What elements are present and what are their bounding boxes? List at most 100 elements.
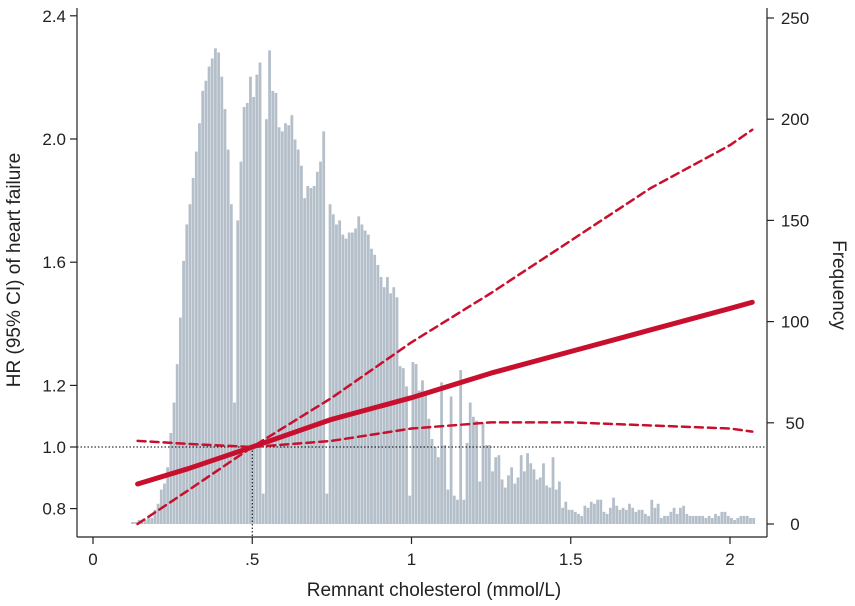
histogram-bar [300, 165, 303, 524]
histogram-bar [663, 515, 666, 524]
histogram-bar [140, 521, 144, 524]
histogram-bar [217, 52, 221, 524]
histogram-bar [293, 139, 297, 524]
histogram-bar [532, 469, 536, 524]
histogram-bar [341, 234, 345, 524]
histogram-bar [386, 277, 389, 524]
histogram-bar [350, 232, 354, 525]
histogram-bar [290, 115, 294, 525]
x-tick-label: 1 [407, 550, 416, 569]
histogram-bar [261, 493, 265, 524]
histogram-bar [198, 123, 201, 524]
histogram-bar [608, 507, 612, 524]
histogram-bar [698, 515, 701, 524]
histogram-bar [739, 515, 743, 524]
histogram-bar [401, 368, 405, 524]
histogram-bar [726, 515, 730, 524]
histogram-bar [163, 483, 166, 524]
histogram-bar [561, 507, 564, 524]
histogram-bar [239, 161, 243, 524]
histogram-bar [599, 499, 603, 524]
histogram-bar [707, 515, 711, 524]
histogram-bar [497, 455, 501, 524]
y-left-tick-label: 1.6 [42, 253, 66, 272]
histogram-bar [284, 123, 287, 524]
histogram-bar [682, 505, 686, 524]
histogram-bar [344, 238, 348, 524]
histogram-bar [229, 204, 233, 524]
histogram-bar [207, 66, 211, 524]
histogram-bar [675, 513, 679, 524]
histogram-bar [319, 161, 322, 524]
histogram-bar [672, 507, 676, 524]
histogram-bar [449, 396, 453, 524]
histogram-bar [745, 515, 749, 524]
x-tick-label: .5 [245, 550, 259, 569]
histogram-bar [570, 509, 574, 524]
histogram-bar [322, 131, 326, 524]
histogram-bar [210, 58, 214, 524]
histogram-bar [637, 509, 641, 524]
histogram-bar [717, 515, 721, 524]
histogram-bar [522, 471, 526, 524]
histogram-bar [647, 515, 650, 524]
histogram-bar [468, 402, 472, 524]
y-right-tick-label: 50 [786, 414, 805, 433]
histogram-bar [503, 487, 507, 524]
histogram-bar [564, 501, 568, 524]
histogram-bar [618, 509, 622, 524]
histogram-bar [519, 455, 523, 524]
histogram-bar [507, 475, 510, 524]
histogram-bar [714, 513, 717, 524]
histogram-bar [491, 471, 494, 524]
histogram-bar [615, 505, 619, 524]
histogram-bar [605, 513, 609, 524]
histogram-bar [191, 177, 195, 524]
histogram-bar [723, 511, 727, 524]
histogram-bar [236, 220, 240, 524]
y-left-tick-label: 0.8 [42, 500, 66, 519]
histogram-bar [166, 467, 170, 524]
histogram-bar [255, 74, 259, 525]
histogram-bar [280, 131, 284, 524]
histogram-bar [226, 149, 230, 524]
histogram-bar [583, 505, 587, 524]
histogram-bar [303, 198, 306, 524]
histogram-bar [194, 151, 198, 524]
histogram-bar [589, 501, 593, 524]
histogram-bar [335, 224, 338, 524]
histogram-bar [379, 277, 383, 524]
histogram-bar [586, 507, 590, 524]
histogram-bar [459, 370, 463, 524]
histogram-bar [172, 402, 176, 524]
histogram-bar [720, 511, 724, 524]
histogram-bar [478, 481, 482, 524]
histogram-bar [309, 188, 313, 524]
histogram-bar [354, 228, 357, 524]
histogram-bar [328, 204, 332, 524]
x-tick-label: 2 [725, 550, 734, 569]
histogram-bar [411, 362, 415, 524]
histogram-bar [147, 517, 150, 524]
histogram-bar [538, 477, 542, 524]
histogram-bar [730, 517, 733, 524]
histogram-bar [306, 185, 310, 525]
histogram-bar [143, 519, 147, 524]
histogram-bar [436, 457, 440, 524]
histogram-bar [602, 511, 606, 524]
histogram-bar [131, 521, 135, 524]
histogram-bar [691, 515, 695, 524]
histogram-bar [421, 380, 424, 524]
histogram-bar [277, 127, 281, 525]
histogram-bar [644, 513, 647, 524]
histogram-bar [567, 509, 571, 524]
y-left-tick-label: 1.2 [42, 376, 66, 395]
histogram-bar [357, 216, 361, 524]
histogram-bar [487, 445, 491, 524]
histogram-bar [258, 62, 262, 524]
histogram-bar [736, 517, 740, 524]
hr-estimate-line [135, 299, 755, 487]
histogram-bar [363, 230, 367, 524]
histogram-bar [188, 204, 192, 524]
